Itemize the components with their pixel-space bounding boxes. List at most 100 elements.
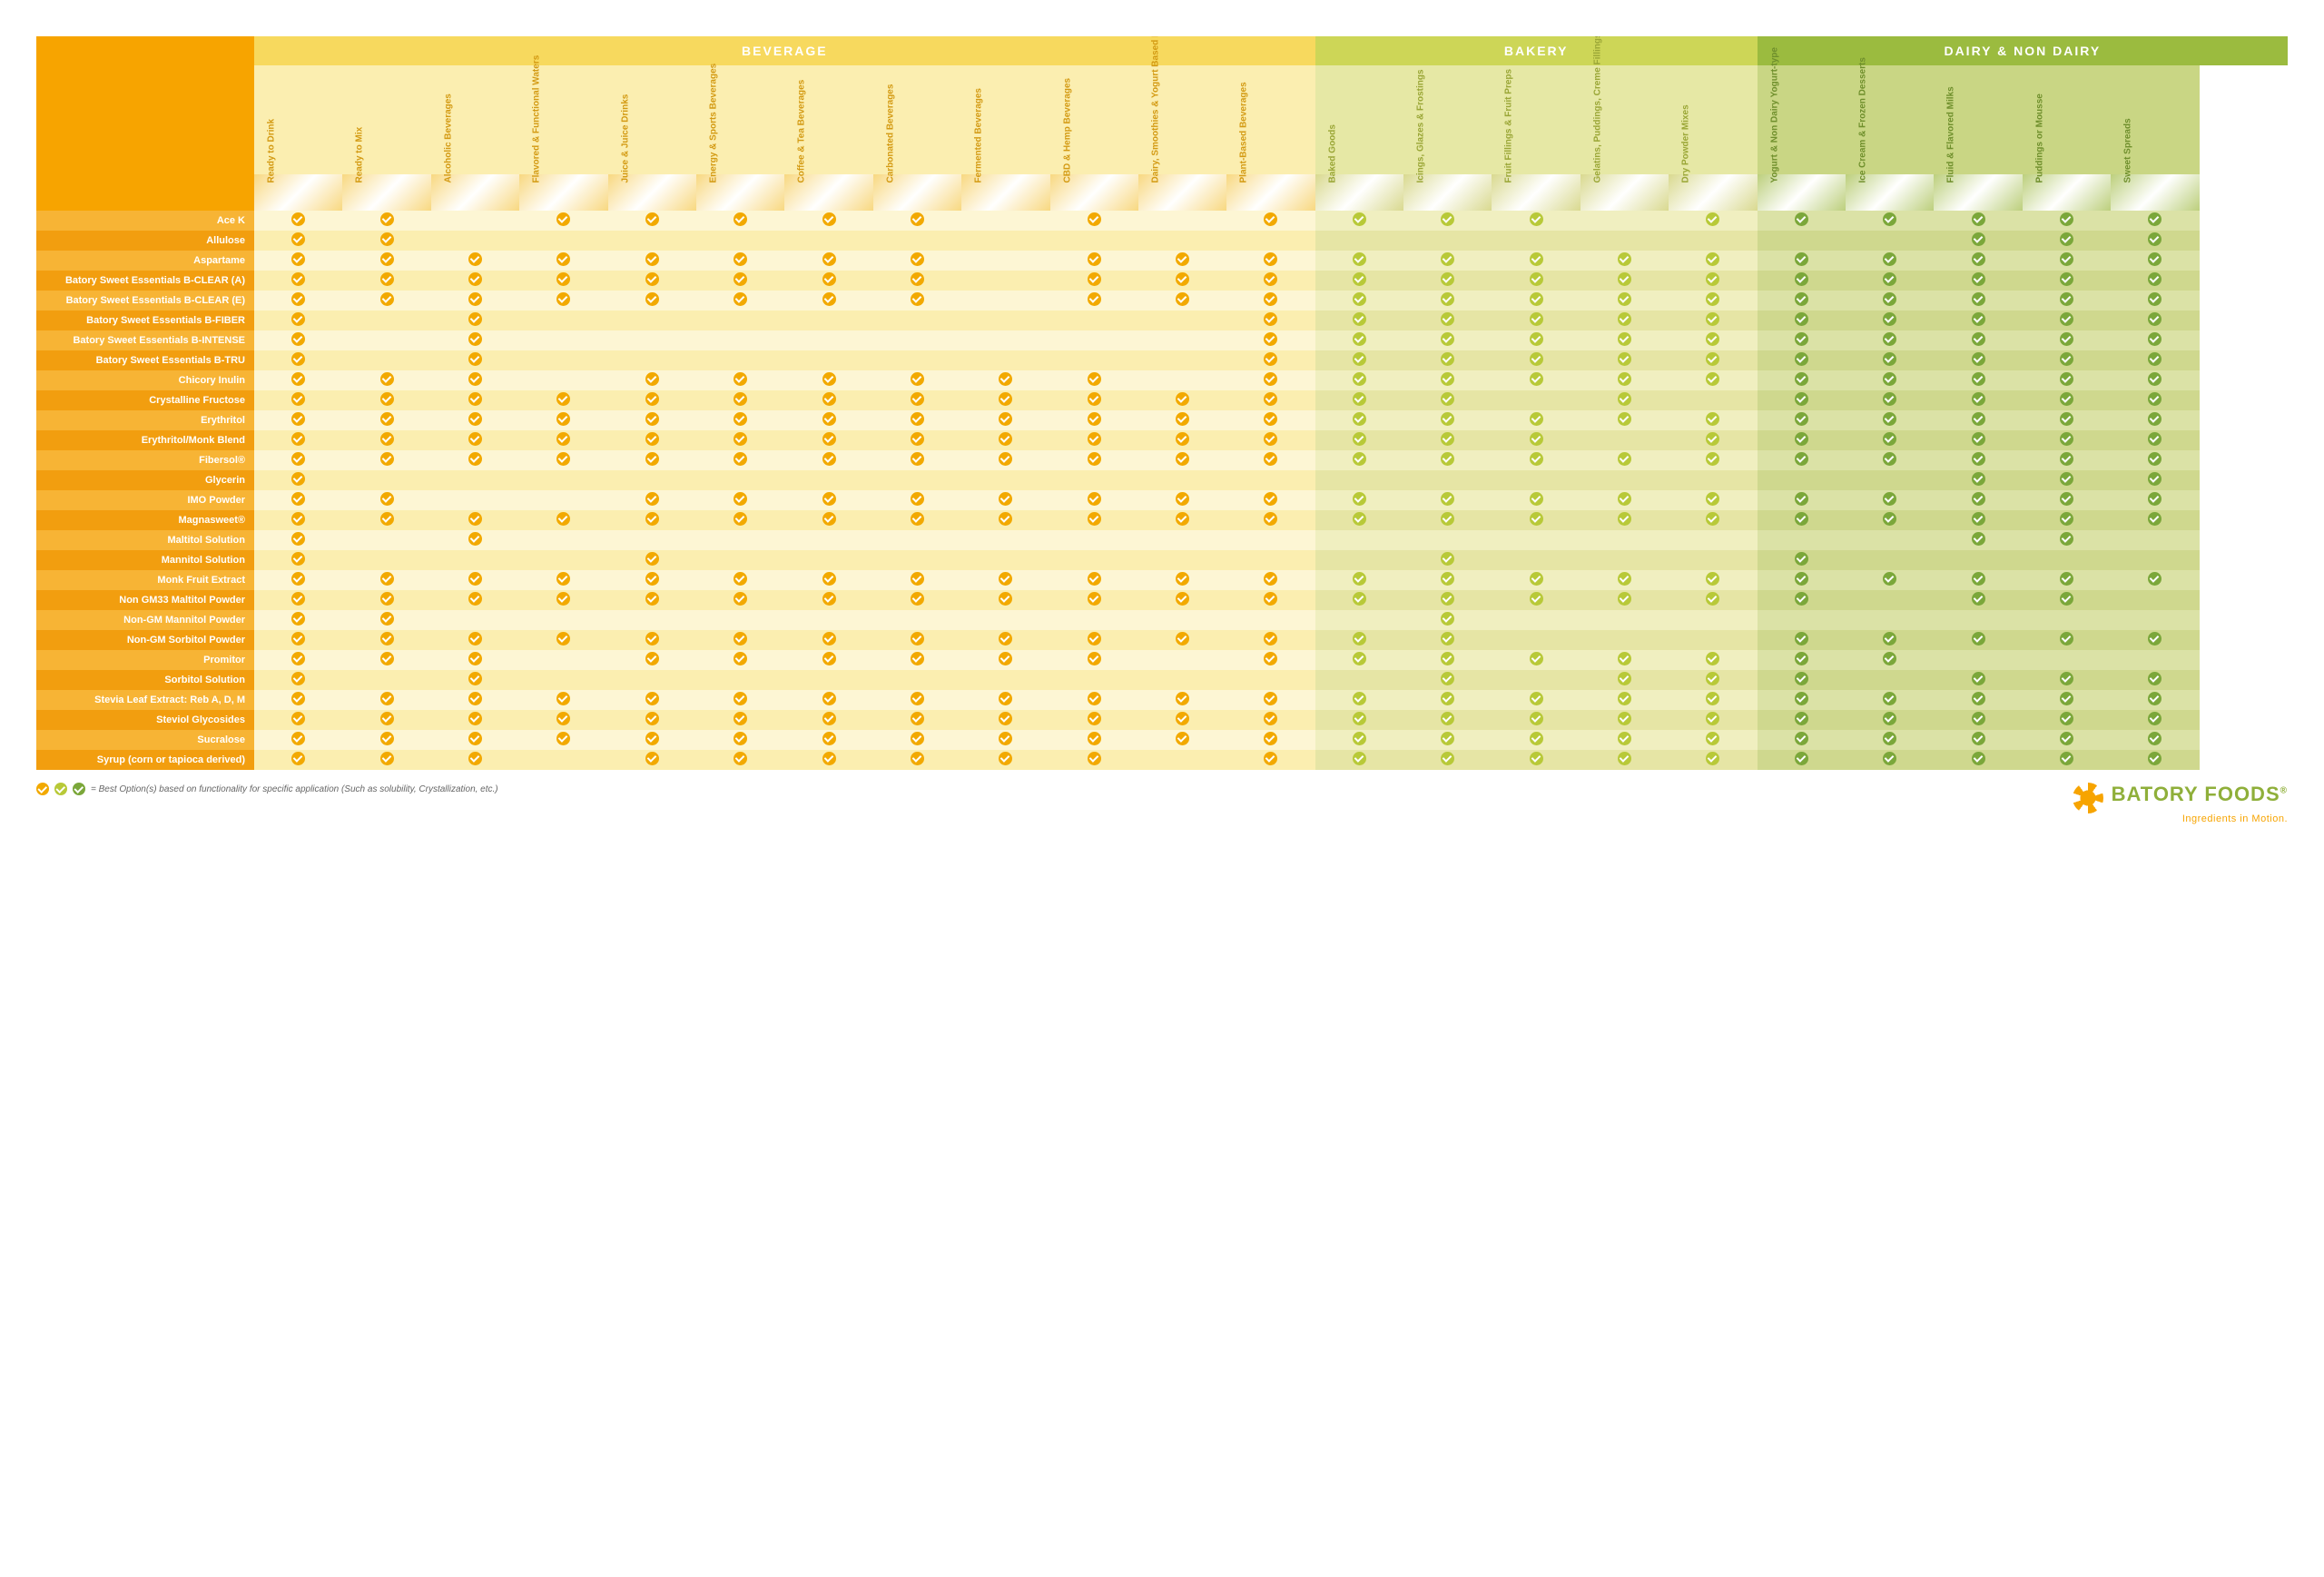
check-icon [1088, 272, 1101, 286]
matrix-cell [1492, 310, 1580, 330]
check-icon [2060, 532, 2073, 546]
check-icon [1618, 272, 1631, 286]
matrix-cell [431, 650, 519, 670]
legend-check-orange [36, 783, 49, 795]
check-icon [380, 232, 394, 246]
matrix-cell [961, 450, 1049, 470]
matrix-cell [1403, 370, 1492, 390]
check-icon [1176, 712, 1189, 725]
check-icon [1441, 672, 1454, 685]
check-icon [1883, 352, 1896, 366]
matrix-cell [1934, 450, 2022, 470]
check-icon [1353, 712, 1366, 725]
matrix-cell [1669, 530, 1757, 550]
matrix-cell [696, 570, 784, 590]
matrix-cell [1315, 350, 1403, 370]
check-icon [1088, 572, 1101, 586]
check-icon [380, 412, 394, 426]
check-icon [291, 212, 305, 226]
check-icon [911, 432, 924, 446]
check-icon [556, 592, 570, 606]
check-icon [1795, 432, 1808, 446]
matrix-cell [1050, 490, 1138, 510]
check-icon [1530, 432, 1543, 446]
check-icon [1706, 432, 1719, 446]
matrix-cell [873, 490, 961, 510]
matrix-cell [1758, 410, 1846, 430]
check-icon [1618, 392, 1631, 406]
matrix-cell [1669, 231, 1757, 251]
matrix-cell [608, 530, 696, 550]
logo-swirl-icon [2073, 783, 2103, 813]
check-icon [380, 632, 394, 646]
matrix-cell [1315, 510, 1403, 530]
check-icon [1088, 392, 1101, 406]
check-icon [2060, 272, 2073, 286]
matrix-cell [696, 490, 784, 510]
check-icon [2148, 712, 2162, 725]
matrix-cell [608, 410, 696, 430]
matrix-cell [254, 610, 342, 630]
matrix-cell [873, 430, 961, 450]
matrix-cell [784, 211, 872, 231]
matrix-cell [519, 690, 607, 710]
matrix-cell [873, 530, 961, 550]
check-icon [1972, 672, 1985, 685]
check-icon [645, 292, 659, 306]
check-icon [734, 752, 747, 765]
check-icon [1441, 552, 1454, 566]
matrix-cell [1138, 211, 1226, 231]
matrix-cell [519, 251, 607, 271]
matrix-cell [784, 570, 872, 590]
check-icon [1795, 512, 1808, 526]
matrix-cell [1315, 410, 1403, 430]
matrix-cell [873, 470, 961, 490]
matrix-cell [1492, 410, 1580, 430]
check-icon [1264, 652, 1277, 665]
matrix-cell [1669, 370, 1757, 390]
check-icon [2148, 472, 2162, 486]
matrix-cell [1315, 570, 1403, 590]
matrix-cell [1492, 670, 1580, 690]
matrix-cell [1492, 211, 1580, 231]
matrix-cell [2023, 231, 2111, 251]
matrix-cell [1403, 450, 1492, 470]
matrix-cell [342, 630, 430, 650]
matrix-cell [1669, 430, 1757, 450]
check-icon [1264, 452, 1277, 466]
matrix-cell [1934, 291, 2022, 310]
matrix-cell [784, 390, 872, 410]
matrix-cell [1138, 271, 1226, 291]
matrix-cell [961, 410, 1049, 430]
matrix-cell [431, 231, 519, 251]
matrix-cell [961, 650, 1049, 670]
matrix-cell [1403, 710, 1492, 730]
column-header: Energy & Sports Beverages [696, 65, 784, 174]
check-icon [2060, 692, 2073, 705]
matrix-cell [342, 370, 430, 390]
check-icon [291, 432, 305, 446]
check-icon [1264, 212, 1277, 226]
matrix-cell [784, 470, 872, 490]
matrix-cell [1934, 350, 2022, 370]
matrix-cell [1669, 650, 1757, 670]
check-icon [468, 272, 482, 286]
check-icon [1795, 652, 1808, 665]
check-icon [1353, 752, 1366, 765]
check-icon [468, 532, 482, 546]
matrix-cell [1492, 710, 1580, 730]
check-icon [1795, 672, 1808, 685]
matrix-cell [1581, 590, 1669, 610]
matrix-cell [873, 450, 961, 470]
row-label: Batory Sweet Essentials B-CLEAR (A) [36, 271, 254, 291]
matrix-cell [1050, 370, 1138, 390]
check-icon [822, 572, 836, 586]
check-icon [1353, 732, 1366, 745]
check-icon [291, 292, 305, 306]
legend-check-green [73, 783, 85, 795]
matrix-cell [1758, 430, 1846, 450]
matrix-cell [1846, 670, 1934, 690]
matrix-cell [1403, 470, 1492, 490]
check-icon [2060, 572, 2073, 586]
matrix-cell [431, 430, 519, 450]
